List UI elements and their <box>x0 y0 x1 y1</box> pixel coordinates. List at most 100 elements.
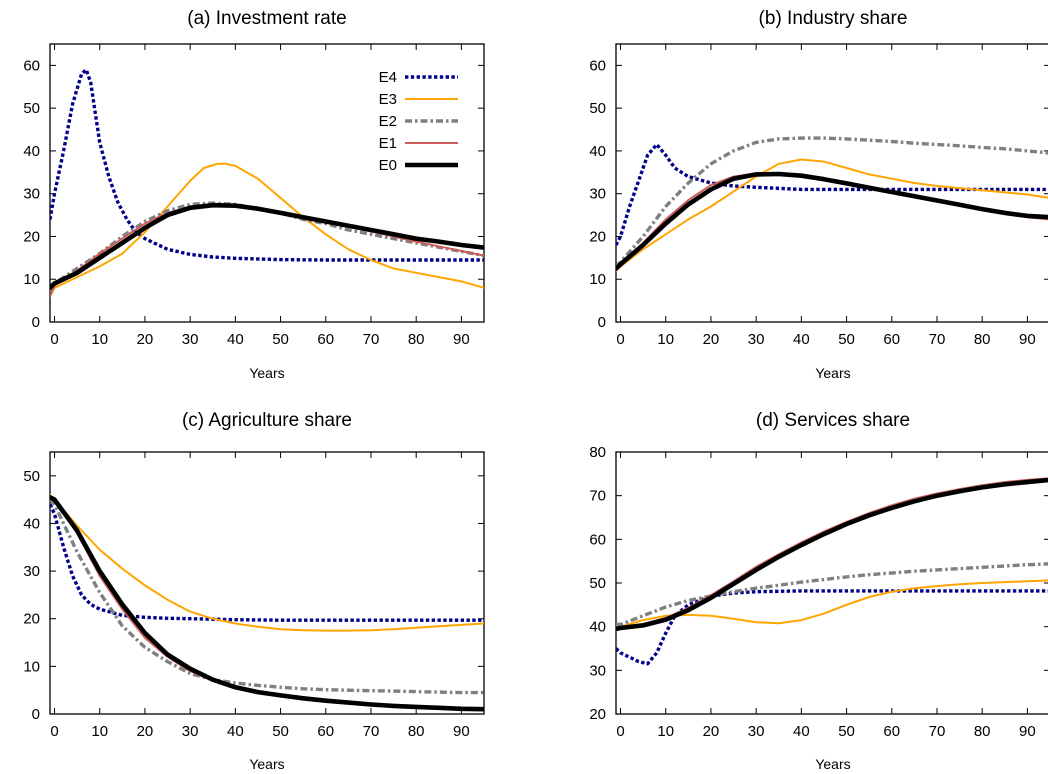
x-tick-label: 50 <box>272 723 289 740</box>
y-tick-label: 40 <box>589 619 606 636</box>
series-line-e3 <box>50 493 484 632</box>
series-line-e3 <box>50 162 484 298</box>
x-axis-label: Years <box>249 365 284 381</box>
series-line-e1 <box>50 496 484 711</box>
tick-group: 0 10 20 30 40 50 60 70 80 90 0 10 20 30 40 50 60 <box>23 44 484 348</box>
y-tick-label: 50 <box>23 468 40 485</box>
y-tick-label: 60 <box>589 531 606 548</box>
legend-label-e3: E3 <box>379 91 397 108</box>
x-tick-label: 20 <box>703 723 720 740</box>
x-tick-label: 0 <box>50 723 58 740</box>
y-tick-label: 40 <box>23 515 40 532</box>
x-tick-label: 30 <box>182 331 199 348</box>
panel-title: (a) Investment rate <box>187 8 346 29</box>
y-tick-label: 0 <box>32 314 40 331</box>
x-tick-label: 90 <box>1019 723 1036 740</box>
plot-area <box>50 493 484 712</box>
series-line-e1 <box>616 172 1048 272</box>
y-tick-label: 80 <box>589 444 606 461</box>
y-tick-label: 60 <box>589 57 606 74</box>
x-tick-label: 70 <box>363 723 380 740</box>
y-tick-label: 50 <box>589 575 606 592</box>
panel-title: (c) Agriculture share <box>182 410 352 431</box>
y-tick-label: 20 <box>23 228 40 245</box>
x-tick-label: 80 <box>974 723 991 740</box>
series-line-e1 <box>616 477 1048 629</box>
x-tick-label: 60 <box>317 331 334 348</box>
series-line-e2 <box>616 136 1048 268</box>
series-line-e0 <box>50 202 484 291</box>
series-line-e4 <box>50 503 484 622</box>
y-tick-label: 20 <box>23 611 40 628</box>
x-tick-label: 90 <box>1019 331 1036 348</box>
series-line-e0 <box>616 477 1048 632</box>
y-tick-label: 20 <box>589 706 606 723</box>
legend-label-e1: E1 <box>379 135 397 152</box>
tick-group: 0 10 20 30 40 50 60 70 80 90 20 30 40 50 60 70 80 <box>589 444 1048 740</box>
legend-label-e4: E4 <box>379 69 397 86</box>
x-axis-label: Years <box>249 756 284 772</box>
x-tick-label: 20 <box>703 331 720 348</box>
plot-frame <box>49 43 485 323</box>
x-tick-label: 40 <box>793 331 810 348</box>
y-tick-label: 30 <box>23 563 40 580</box>
legend-label-e0: E0 <box>379 157 397 174</box>
series-line-e2 <box>50 498 484 695</box>
x-tick-label: 0 <box>616 723 624 740</box>
panel-title: (d) Services share <box>756 410 910 431</box>
plot-frame <box>49 451 485 715</box>
y-tick-label: 40 <box>23 143 40 160</box>
x-axis-label: Years <box>815 365 850 381</box>
legend-label-e2: E2 <box>379 113 397 130</box>
panel-title: (b) Industry share <box>759 8 908 29</box>
series-line-e0 <box>616 171 1048 271</box>
x-tick-label: 90 <box>453 331 470 348</box>
panel-industry-share: (b) Industry share 0 10 20 30 40 50 60 70 80 90 0 1… <box>589 8 1048 381</box>
x-tick-label: 10 <box>91 723 108 740</box>
y-tick-label: 10 <box>589 271 606 288</box>
panel-investment-rate: (a) Investment rate 0 10 20 30 40 50 60 70 80 900… <box>23 8 485 381</box>
x-tick-label: 10 <box>657 723 674 740</box>
x-tick-label: 30 <box>748 331 765 348</box>
series-line-e4 <box>616 142 1048 246</box>
series-line-e4 <box>616 589 1048 666</box>
x-tick-label: 70 <box>929 723 946 740</box>
x-tick-label: 90 <box>453 723 470 740</box>
plot-frame <box>615 43 1048 323</box>
y-tick-label: 50 <box>589 100 606 117</box>
series-line-e2 <box>616 562 1048 627</box>
panel-agriculture-share: (c) Agriculture share 0 10 20 30 40 50 60 70 80 9… <box>23 410 485 772</box>
x-tick-label: 20 <box>137 723 154 740</box>
y-tick-label: 40 <box>589 143 606 160</box>
x-tick-label: 60 <box>883 723 900 740</box>
x-tick-label: 80 <box>408 331 425 348</box>
y-tick-label: 10 <box>23 271 40 288</box>
x-tick-label: 0 <box>616 331 624 348</box>
x-tick-label: 40 <box>227 331 244 348</box>
x-tick-label: 50 <box>838 331 855 348</box>
y-tick-label: 30 <box>589 662 606 679</box>
plot-area <box>616 136 1048 272</box>
x-tick-label: 0 <box>50 331 58 348</box>
y-tick-label: 0 <box>598 314 606 331</box>
x-tick-label: 30 <box>748 723 765 740</box>
plot-area <box>50 67 484 298</box>
y-tick-label: 30 <box>23 186 40 203</box>
y-tick-label: 30 <box>589 186 606 203</box>
x-tick-label: 60 <box>883 331 900 348</box>
x-tick-label: 80 <box>408 723 425 740</box>
x-tick-label: 70 <box>929 331 946 348</box>
y-tick-label: 50 <box>23 100 40 117</box>
x-tick-label: 30 <box>182 723 199 740</box>
x-axis-label: Years <box>815 756 850 772</box>
series-line-e0 <box>50 494 484 712</box>
y-tick-label: 20 <box>589 228 606 245</box>
y-tick-label: 60 <box>23 57 40 74</box>
x-tick-label: 40 <box>793 723 810 740</box>
x-tick-label: 50 <box>838 723 855 740</box>
y-tick-label: 0 <box>32 706 40 723</box>
tick-group: 0 10 20 30 40 50 60 70 80 90 0 10 20 30 40 50 <box>23 452 484 740</box>
tick-group: 0 10 20 30 40 50 60 70 80 90 0 10 20 30 40 50 60 <box>589 44 1048 348</box>
x-tick-label: 80 <box>974 331 991 348</box>
